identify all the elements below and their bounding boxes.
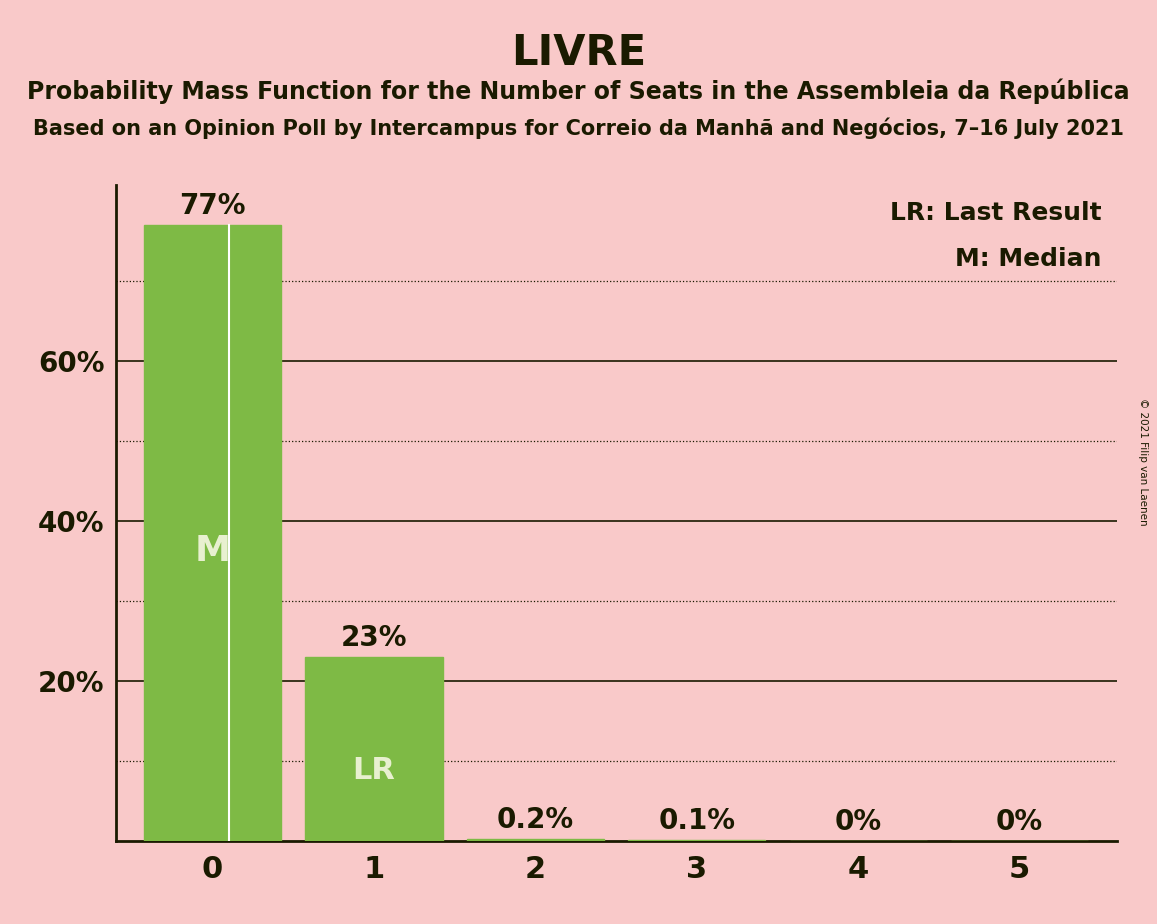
Text: M: M [194, 534, 230, 568]
Text: LR: Last Result: LR: Last Result [890, 201, 1101, 225]
Bar [143, 225, 281, 841]
Text: LIVRE: LIVRE [511, 32, 646, 74]
Text: 77%: 77% [179, 192, 245, 220]
Text: 0.2%: 0.2% [496, 807, 574, 834]
Text: Probability Mass Function for the Number of Seats in the Assembleia da República: Probability Mass Function for the Number… [27, 79, 1130, 104]
Text: © 2021 Filip van Laenen: © 2021 Filip van Laenen [1138, 398, 1148, 526]
Bar [305, 657, 443, 841]
Text: Based on an Opinion Poll by Intercampus for Correio da Manhã and Negócios, 7–16 : Based on an Opinion Poll by Intercampus … [34, 117, 1123, 139]
Text: 0%: 0% [834, 808, 882, 836]
Text: 0%: 0% [996, 808, 1044, 836]
Bar [466, 839, 604, 841]
Text: LR: LR [353, 757, 396, 785]
Text: 23%: 23% [340, 624, 407, 652]
Text: M: Median: M: Median [955, 247, 1101, 271]
Text: 0.1%: 0.1% [658, 808, 736, 835]
